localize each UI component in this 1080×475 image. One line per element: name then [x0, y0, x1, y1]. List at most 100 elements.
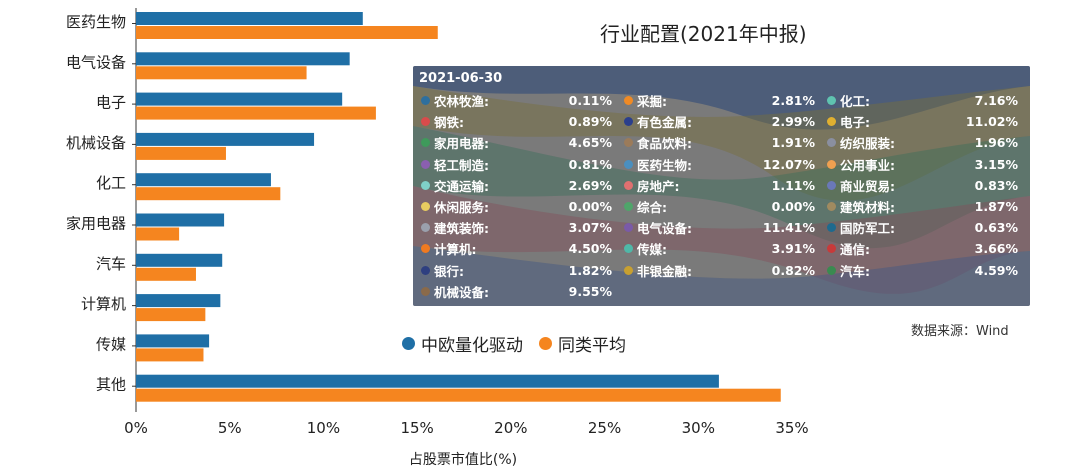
bar-series-2 [136, 348, 204, 362]
tooltip-item-value: 0.82% [771, 262, 815, 278]
tooltip-item: 采掘: 2.81% [620, 90, 823, 111]
bar-series-1 [136, 52, 350, 66]
category-label: 电气设备 [66, 53, 126, 71]
tooltip-item: 钢铁: 0.89% [417, 111, 620, 132]
tooltip-item: 家用电器: 4.65% [417, 132, 620, 153]
tooltip-item: 建筑装饰: 3.07% [417, 217, 620, 238]
tooltip-swatch [624, 223, 633, 233]
tooltip-item: 食品饮料: 1.91% [620, 132, 823, 153]
tooltip-item-name: 有色金属: [637, 115, 692, 131]
tooltip-item: 计算机: 4.50% [417, 238, 620, 259]
tooltip-item: 通信: 3.66% [823, 238, 1026, 259]
tooltip-swatch [421, 286, 430, 296]
tooltip-item-value: 0.81% [568, 156, 612, 172]
tooltip-item-value: 1.82% [568, 262, 612, 278]
tooltip-item-name: 轻工制造: [434, 157, 489, 173]
category-label: 医药生物 [66, 13, 126, 31]
tooltip-swatch [624, 159, 633, 169]
tooltip-swatch [827, 244, 836, 254]
tooltip-item: 银行: 1.82% [417, 260, 620, 281]
tooltip-item-name: 建筑装饰: [434, 221, 489, 237]
bar-series-2 [136, 308, 206, 322]
tooltip-swatch [624, 202, 633, 212]
tooltip-item: 电子: 11.02% [823, 111, 1026, 132]
tooltip-item-value: 1.87% [974, 199, 1018, 215]
tooltip-item: 机械设备: 9.55% [417, 281, 620, 302]
tooltip-item-value: 12.07% [762, 156, 815, 172]
tooltip-item-name: 电子: [840, 115, 870, 131]
tooltip-item-value: 11.41% [762, 220, 815, 236]
bar-series-2 [136, 106, 376, 120]
bar-series-2 [136, 227, 180, 241]
tooltip-item: 国防军工: 0.63% [823, 217, 1026, 238]
x-axis-label: 占股票市值比(%) [409, 451, 517, 468]
tooltip-item-name: 建筑材料: [840, 200, 895, 216]
bar-series-1 [136, 132, 315, 146]
tooltip-swatch [827, 159, 836, 169]
legend-label: 同类平均 [558, 336, 626, 356]
tooltip-item-name: 公用事业: [840, 157, 895, 173]
tooltip-item-value: 2.69% [568, 177, 612, 193]
tooltip-swatch [827, 96, 836, 106]
category-label: 计算机 [81, 295, 126, 313]
legend-item-series-2: 同类平均 [539, 331, 626, 356]
tooltip-items: 农林牧渔: 0.11% 采掘: 2.81% 化工: 7.16% 钢铁: 0.89% 有色金属: 2… [417, 90, 1027, 302]
bar-series-2 [136, 146, 226, 160]
legend-item-series-1: 中欧量化驱动 [402, 331, 523, 356]
tooltip-swatch [827, 265, 836, 275]
x-tick-label: 25% [588, 419, 621, 437]
category-label: 其他 [96, 376, 126, 394]
tooltip-item-value: 0.89% [568, 114, 612, 130]
bar-series-1 [136, 92, 343, 106]
stream-background [413, 66, 1030, 306]
tooltip-panel: 2021-06-30 农林牧渔: 0.11% 采掘: 2.81% 化工: 7.16% 钢铁:… [413, 66, 1030, 306]
category-label: 电子 [96, 94, 126, 112]
tooltip-item-value: 4.59% [974, 262, 1018, 278]
tooltip-item-name: 休闲服务: [434, 200, 489, 216]
overlay-title: 行业配置(2021年中报) [600, 22, 807, 46]
tooltip-swatch [827, 138, 836, 148]
tooltip-swatch [624, 96, 633, 106]
tooltip-item: 有色金属: 2.99% [620, 111, 823, 132]
tooltip-item-name: 农林牧渔: [434, 94, 489, 110]
tooltip-swatch [421, 138, 430, 148]
tooltip-item-name: 传媒: [637, 242, 667, 258]
tooltip-swatch [421, 96, 430, 106]
tooltip-item-value: 4.50% [568, 241, 612, 257]
bar-series-1 [136, 294, 221, 308]
tooltip-item-name: 通信: [840, 242, 870, 258]
category-label: 化工 [96, 174, 126, 192]
bar-series-1 [136, 213, 225, 227]
tooltip-item-value: 0.83% [974, 177, 1018, 193]
tooltip-item-name: 机械设备: [434, 284, 489, 300]
tooltip-item-name: 纺织服装: [840, 136, 895, 152]
tooltip-item-name: 房地产: [637, 178, 680, 194]
tooltip-item-name: 非银金融: [637, 263, 692, 279]
tooltip-swatch [421, 223, 430, 233]
tooltip-item-name: 采掘: [637, 94, 667, 110]
tooltip-item-name: 汽车: [840, 263, 870, 279]
tooltip-item-name: 综合: [637, 200, 667, 216]
category-label: 机械设备 [66, 134, 126, 152]
tooltip-item: 休闲服务: 0.00% [417, 196, 620, 217]
tooltip-item-name: 国防军工: [840, 221, 895, 237]
x-tick-label: 20% [494, 419, 527, 437]
tooltip-swatch [827, 117, 836, 127]
tooltip-item-value: 3.15% [974, 156, 1018, 172]
tooltip-item-value: 1.96% [974, 135, 1018, 151]
category-label: 汽车 [96, 255, 126, 273]
tooltip-swatch [827, 180, 836, 190]
tooltip-item-name: 计算机: [434, 242, 477, 258]
tooltip-item-value: 4.65% [568, 135, 612, 151]
bar-series-2 [136, 66, 307, 80]
bar-series-2 [136, 388, 781, 402]
bar-series-1 [136, 173, 271, 187]
tooltip-item-name: 钢铁: [434, 115, 464, 131]
x-tick-label: 10% [307, 419, 340, 437]
tooltip-item-name: 电气设备: [637, 221, 692, 237]
tooltip-item-value: 3.07% [568, 220, 612, 236]
tooltip-item-name: 交通运输: [434, 178, 489, 194]
legend-swatch [402, 337, 415, 350]
tooltip-item-value: 9.55% [568, 283, 612, 299]
